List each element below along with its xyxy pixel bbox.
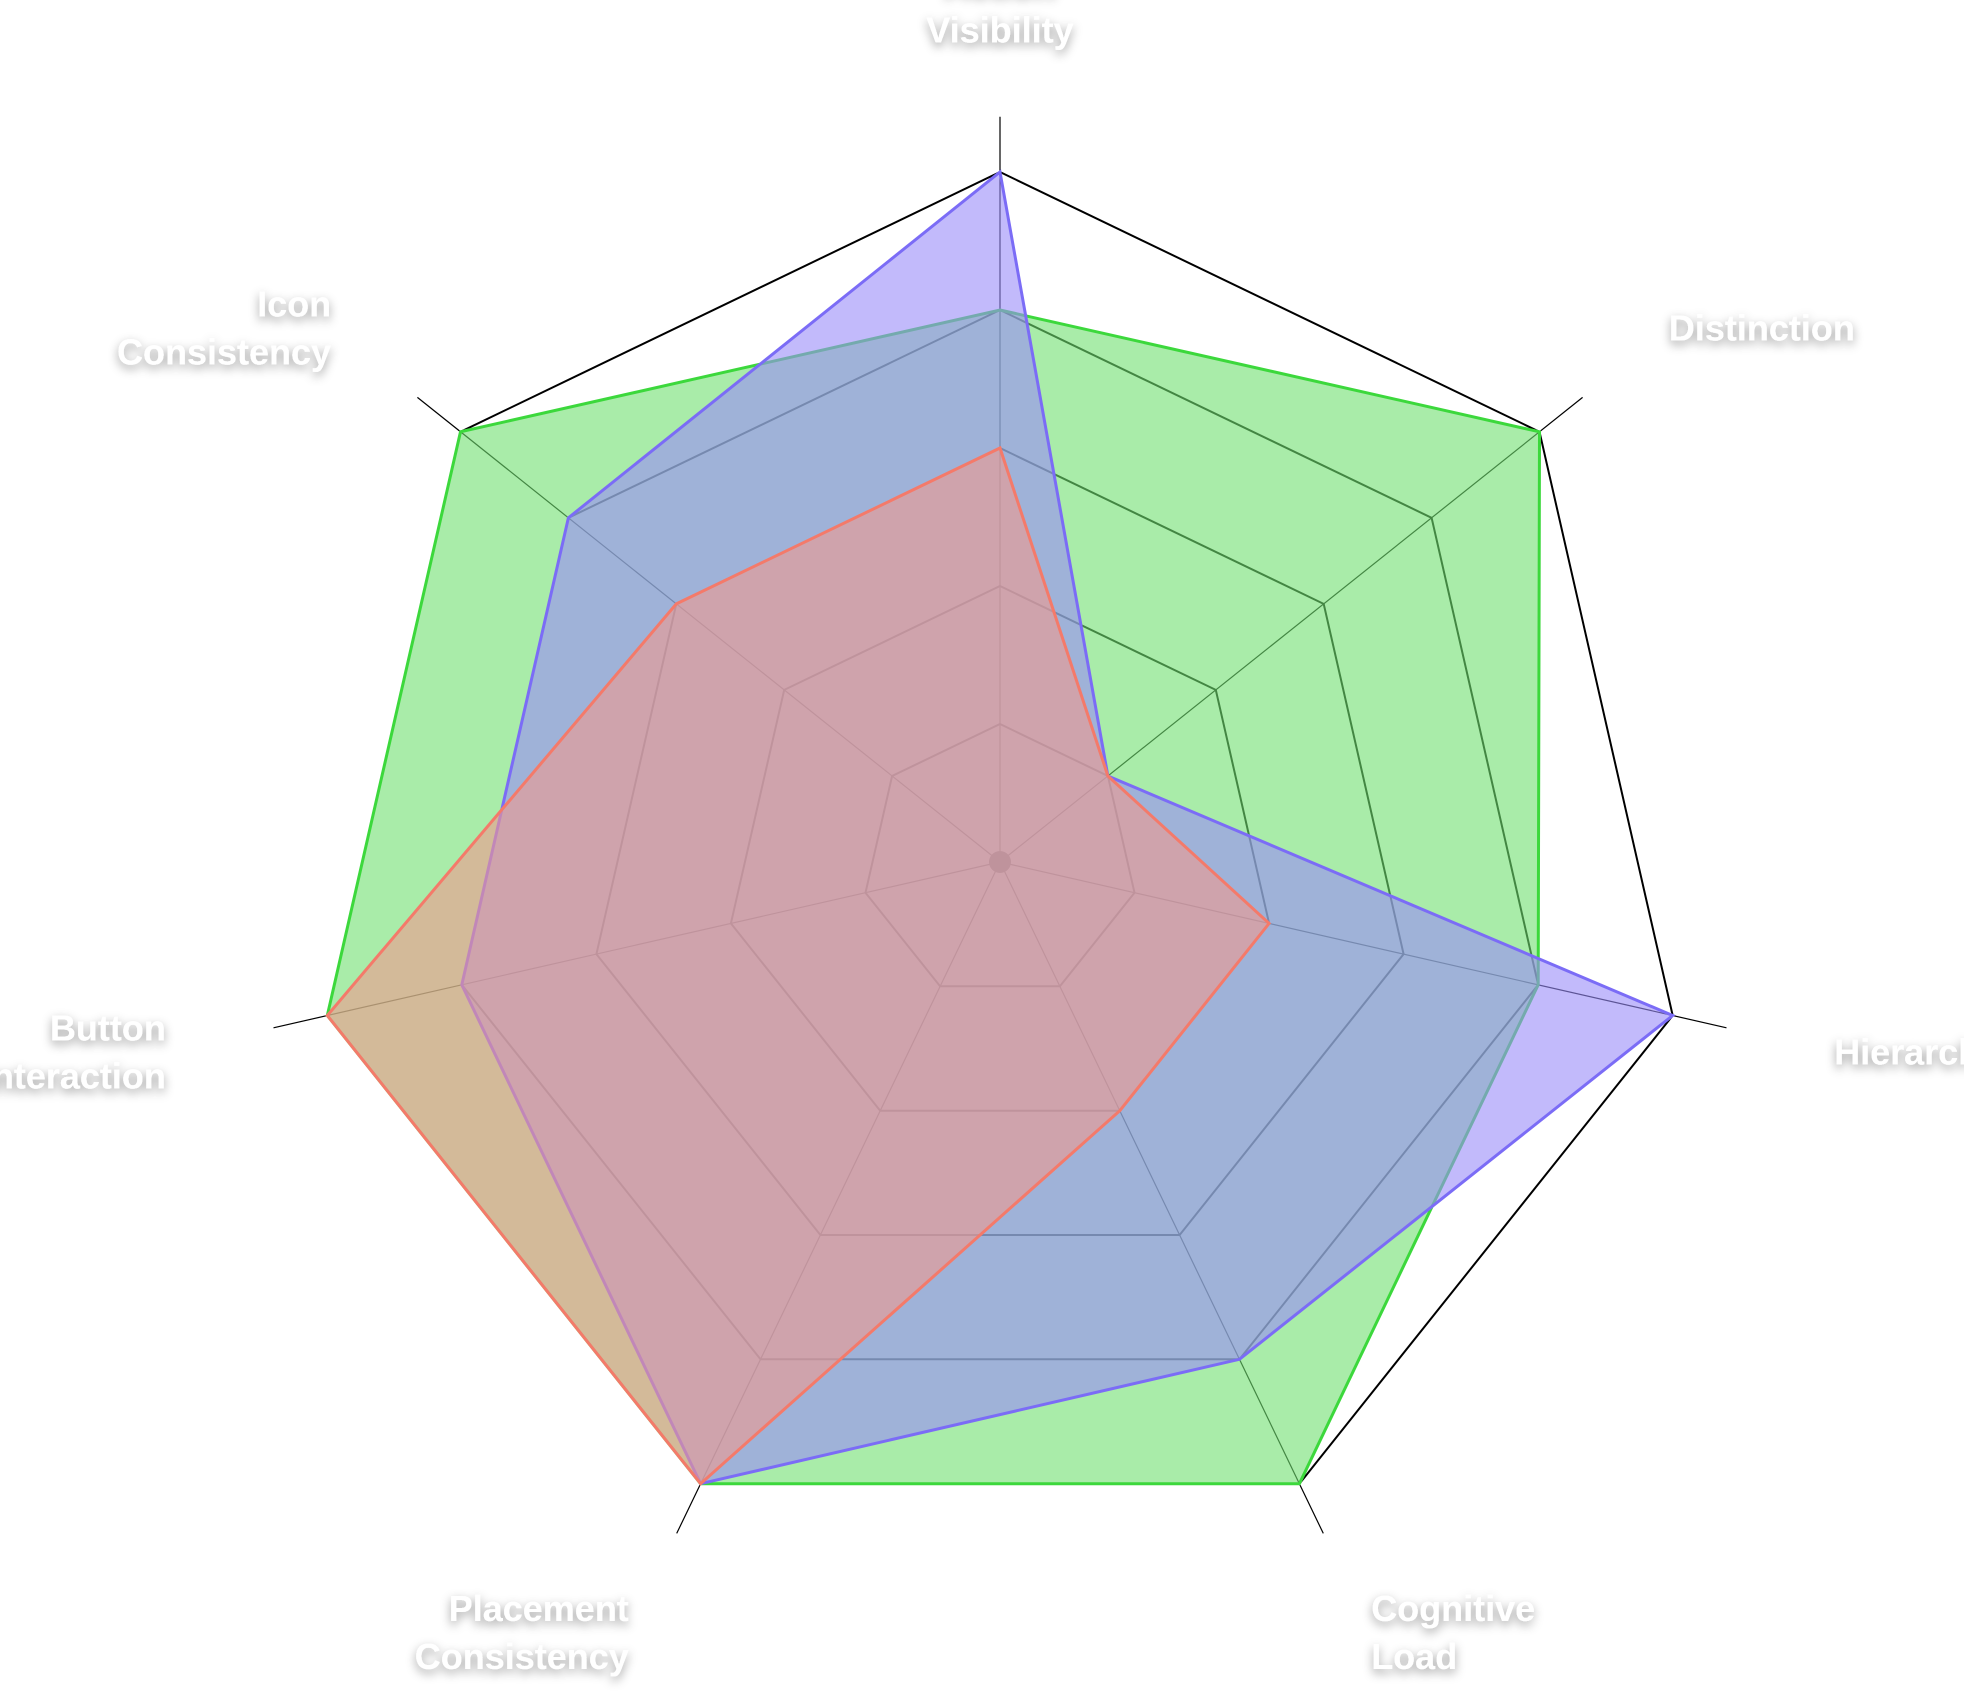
radar-series: [325, 169, 1676, 1486]
axis-label-4-line-1: Cognitive: [1371, 1588, 1535, 1629]
axis-label-6-line-2: Interaction: [0, 1055, 166, 1096]
axis-label-1-line-2: Visibility: [926, 9, 1073, 50]
axis-label-7-line-2: Consistency: [117, 332, 331, 373]
axis-label-5-line-1: Placement: [449, 1588, 629, 1629]
axis-label-2-line-1: Distinction: [1669, 308, 1855, 349]
axis-label-5-line-2: Consistency: [415, 1636, 629, 1677]
axis-label-1-line-1: Action: [944, 0, 1056, 2]
axis-label-5: Placement Consistency: [415, 1588, 629, 1677]
axis-label-6: Button Interaction: [0, 1007, 166, 1096]
axis-label-7: Icon Consistency: [117, 284, 331, 373]
axis-label-6-line-1: Button: [50, 1007, 166, 1048]
series-3-area: [325, 445, 1272, 1486]
axis-label-3: Hierarchy: [1834, 1031, 1964, 1072]
axis-label-7-line-1: Icon: [257, 284, 331, 325]
axis-label-3-line-1: Hierarchy: [1834, 1031, 1964, 1072]
axis-label-4-line-2: Load: [1371, 1636, 1457, 1677]
axis-label-2: Distinction: [1669, 308, 1855, 349]
axis-label-1: Action Visibility: [926, 0, 1073, 50]
axis-label-4: Cognitive Load: [1371, 1588, 1535, 1677]
